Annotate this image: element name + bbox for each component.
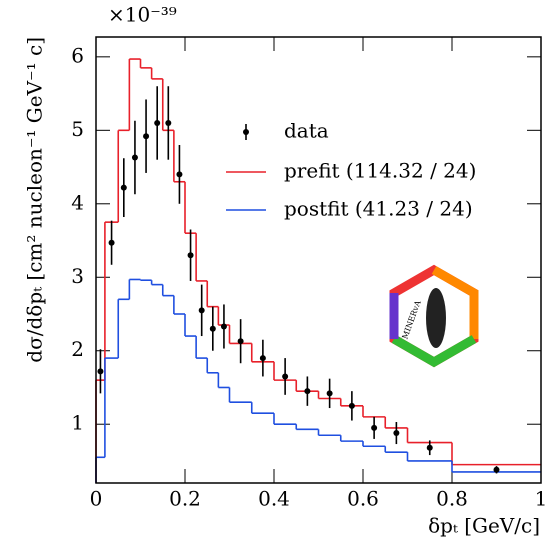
data-point	[282, 373, 289, 380]
x-tick-label: 0.2	[169, 487, 201, 511]
data-point	[154, 119, 161, 126]
x-tick-label: 1	[535, 487, 545, 511]
data-point	[131, 154, 138, 161]
x-axis-label: δpₜ [GeV/c]	[428, 514, 540, 538]
logo-figure	[426, 288, 446, 348]
data-point	[209, 325, 216, 332]
y-tick-label: 5	[71, 117, 84, 141]
data-point	[237, 338, 244, 345]
y-tick-label: 1	[71, 411, 84, 435]
data-point	[326, 390, 333, 397]
data-point	[259, 355, 266, 362]
legend-label: postfit (41.23 / 24)	[284, 197, 473, 221]
x-tick-label: 0.6	[347, 487, 379, 511]
legend-label: data	[284, 119, 329, 143]
y-tick-label: 6	[71, 43, 84, 67]
data-point	[304, 388, 311, 395]
y-tick-label: 4	[71, 190, 84, 214]
data-point	[143, 133, 150, 140]
legend-swatch	[243, 129, 249, 135]
x-tick-label: 0.8	[436, 487, 468, 511]
x-tick-label: 0.4	[258, 487, 290, 511]
data-point	[426, 444, 433, 451]
data-point	[371, 424, 378, 431]
data-point	[176, 171, 183, 178]
logo: MINERvA	[389, 264, 479, 368]
logo-hexagon	[431, 266, 479, 339]
logo-text: MINERvA	[400, 299, 422, 340]
y-tick-label: 2	[71, 337, 84, 361]
logo-hexagon	[391, 335, 477, 368]
data-point	[220, 323, 227, 330]
y-axis-label: dσ/dδpₜ [cm² nucleon⁻¹ GeV⁻¹ c]	[23, 37, 47, 363]
data-point	[120, 184, 127, 191]
data-point	[165, 119, 172, 126]
y-multiplier: ×10⁻³⁹	[108, 3, 177, 27]
data-point	[348, 402, 355, 409]
data-point	[493, 466, 500, 473]
data-point	[393, 430, 400, 437]
data-point	[187, 252, 194, 259]
data-point	[97, 368, 104, 375]
legend-label: prefit (114.32 / 24)	[284, 159, 476, 183]
data-point	[108, 239, 115, 246]
y-tick-label: 3	[71, 264, 84, 288]
x-tick-label: 0	[90, 487, 103, 511]
plot-frame	[95, 36, 542, 484]
data-point	[198, 307, 205, 314]
